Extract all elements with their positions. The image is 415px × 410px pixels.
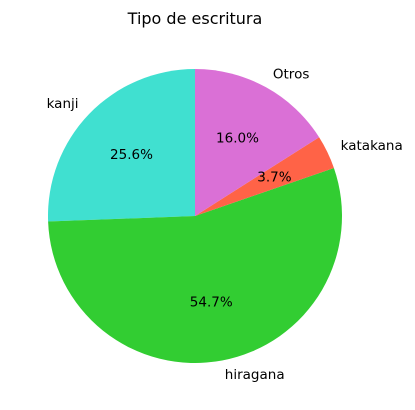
slice-percent-katakana: 3.7% [257,170,291,186]
pie-slice-hiragana [48,167,342,364]
slice-label-kanji: kanji [47,96,79,112]
slice-percent-otros: 16.0% [216,131,259,147]
chart-title: Tipo de escritura [127,9,263,28]
pie-slice-katakana [195,137,334,216]
pie-slice-kanji [47,69,195,222]
slice-percent-hiragana: 54.7% [190,295,233,311]
slice-label-katakana: katakana [341,138,403,154]
pie-labels: kanji 25.6% hiragana 54.7% katakana 3.7% Otros… [47,66,403,383]
slice-percent-kanji: 25.6% [110,147,153,163]
pie-slice-otros [195,69,320,216]
slice-label-hiragana: hiragana [225,367,285,383]
pie-slices [47,69,342,364]
slice-label-otros: Otros [273,66,309,82]
